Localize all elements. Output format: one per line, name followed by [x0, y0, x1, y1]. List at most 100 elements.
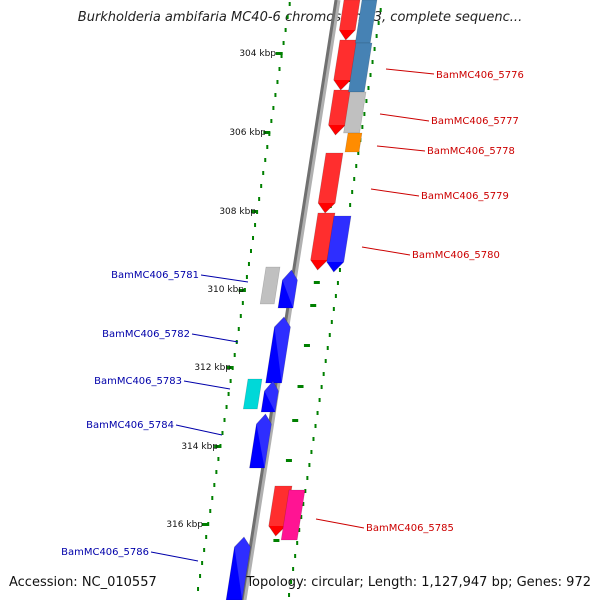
gene-5775-fwd — [338, 0, 361, 41]
accession-text: Accession: NC_010557 — [9, 575, 157, 590]
gene-5776-fwd-highlight — [333, 40, 357, 80]
connector-5783 — [183, 380, 231, 390]
gc-dot — [349, 203, 352, 207]
cog-5778-body — [344, 132, 363, 153]
gc-dot — [318, 398, 321, 402]
kbp-tick — [263, 131, 271, 134]
gene-5781-rev — [277, 269, 298, 309]
gc-dot — [247, 262, 250, 266]
map-title: Burkholderia ambifaria MC40-6 chromosome… — [77, 10, 523, 25]
gc-dot — [322, 372, 325, 376]
gene-5776-fwd — [333, 39, 358, 91]
gc-dot — [377, 21, 380, 25]
cog-5783 — [242, 378, 263, 410]
cog-5783-body — [242, 378, 263, 410]
gc-dot — [357, 151, 360, 155]
label-connectors — [150, 68, 435, 562]
gene-5783-rev-highlight — [264, 381, 279, 412]
kbp-tick — [275, 52, 283, 55]
gene-5776-fwd-body — [333, 39, 358, 91]
gene-5779-fwd-body — [317, 152, 344, 214]
gc-dot — [254, 223, 257, 227]
gc-dot — [294, 554, 297, 558]
gc-dot — [365, 99, 368, 103]
gc-dot — [233, 353, 236, 357]
gc-dot — [288, 2, 291, 6]
gc-dot — [223, 418, 226, 422]
kbp-label-316: 316 kbp — [166, 520, 203, 530]
gene-label-5777: BamMC406_5777 — [431, 116, 519, 127]
gc-dot — [211, 496, 214, 500]
gene-5782-rev-highlight — [274, 317, 291, 383]
gc-dot — [302, 502, 305, 506]
gene-5780-cog — [326, 215, 352, 273]
gene-5780-fwd-body — [310, 212, 336, 271]
kbp-label-312: 312 kbp — [194, 363, 231, 373]
gc-dot — [379, 8, 382, 12]
kbp-tick — [226, 366, 234, 369]
summary-text: Topology: circular; Length: 1,127,947 bp… — [246, 575, 591, 590]
gc-dot — [369, 73, 372, 77]
gc-dot — [290, 580, 293, 584]
connector-5782 — [191, 333, 239, 343]
gc-dot — [373, 47, 376, 51]
cog-5785 — [280, 489, 306, 541]
minor-tick — [297, 385, 304, 388]
gc-dot — [282, 41, 285, 45]
gc-dot — [314, 424, 317, 428]
gene-5786-rev — [225, 536, 251, 600]
gc-dot — [262, 171, 265, 175]
gene-label-5781: BamMC406_5781 — [111, 270, 199, 281]
gc-dot — [288, 593, 291, 597]
gc-dot — [292, 567, 295, 571]
kbp-tick — [250, 210, 258, 213]
gc-dot — [215, 470, 218, 474]
gene-label-5783: BamMC406_5783 — [94, 376, 182, 387]
gc-dot — [241, 301, 244, 305]
gene-features — [225, 0, 378, 600]
gc-dot — [258, 197, 261, 201]
connector-5777 — [379, 113, 430, 122]
gc-dot — [298, 528, 301, 532]
gc-dot — [266, 145, 269, 149]
cog-5781-body — [259, 266, 281, 305]
gene-5786-rev-highlight — [234, 537, 251, 600]
gene-5780-fwd-highlight — [310, 213, 335, 260]
gc-dot — [274, 93, 277, 97]
connector-5778 — [376, 145, 426, 152]
kbp-tick — [214, 445, 222, 448]
minor-tick — [285, 459, 292, 462]
gene-5780-cog-body — [326, 215, 352, 273]
gene-label-5782: BamMC406_5782 — [102, 329, 190, 340]
kbp-tick — [238, 289, 246, 292]
gc-dot — [371, 60, 374, 64]
gc-dot — [217, 457, 220, 461]
gene-label-5778: BamMC406_5778 — [427, 146, 515, 157]
connector-5781 — [200, 274, 249, 283]
gc-dot — [300, 515, 303, 519]
gc-dot — [326, 346, 329, 350]
minor-tick — [292, 419, 299, 422]
connector-5786 — [150, 551, 199, 562]
gc-dot — [260, 184, 263, 188]
gc-dot — [316, 411, 319, 415]
kbp-label-304: 304 kbp — [239, 49, 276, 59]
gene-5781-rev-highlight — [282, 270, 298, 308]
gene-5783-rev-body — [260, 380, 279, 413]
gc-dot — [270, 119, 273, 123]
gene-5783-rev — [260, 380, 279, 413]
gc-dot — [367, 86, 370, 90]
gc-dot — [330, 320, 333, 324]
minor-tick — [313, 281, 320, 284]
gc-dot — [332, 307, 335, 311]
gc-dot — [249, 249, 252, 253]
gene-label-5785: BamMC406_5785 — [366, 523, 454, 534]
gc-dot — [286, 15, 289, 19]
gc-dot — [245, 275, 248, 279]
gc-dot — [304, 489, 307, 493]
gc-dot — [310, 450, 313, 454]
gc-dot — [278, 67, 281, 71]
gc-dot — [353, 177, 356, 181]
gene-5775-fwd-body — [338, 0, 361, 41]
